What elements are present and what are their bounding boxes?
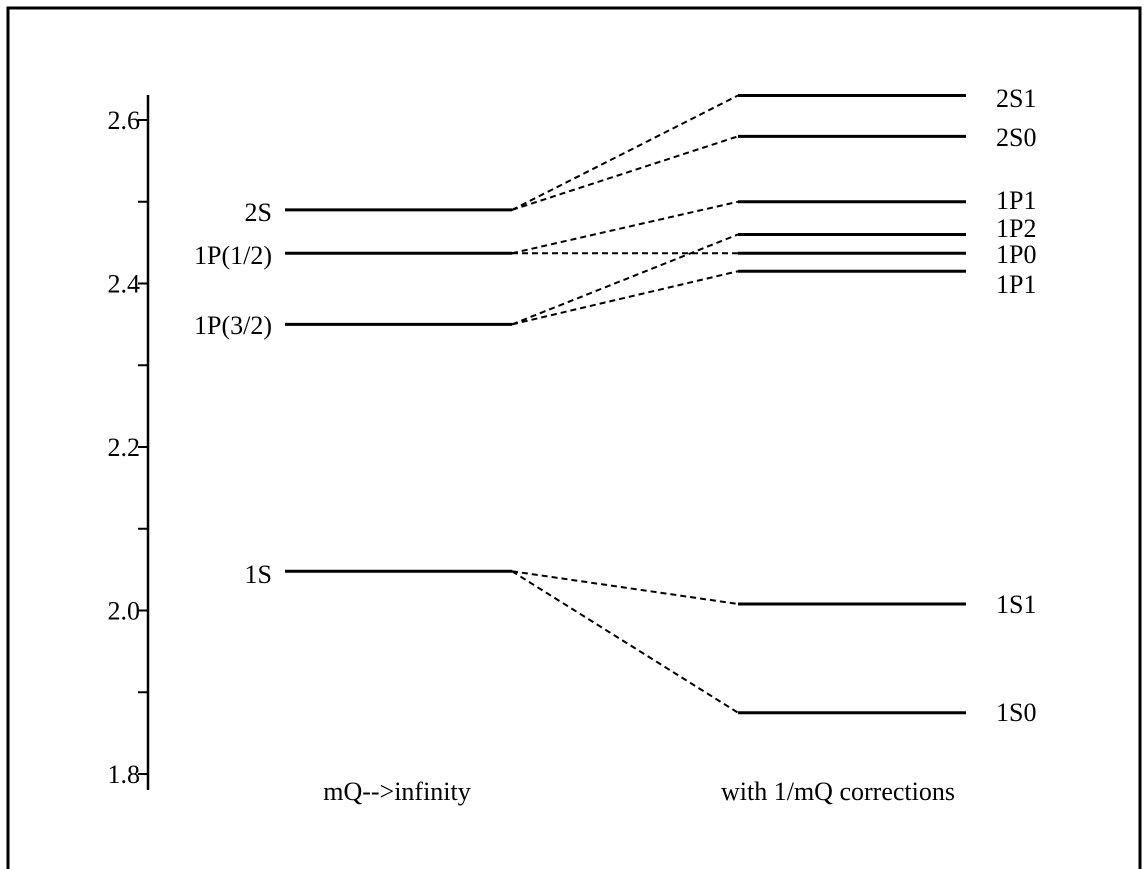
right-level-label: 1P2	[996, 214, 1036, 243]
transition-line	[511, 94, 739, 211]
y-ticks: 1.8 2.0 2.2 2.4 2.6	[108, 106, 148, 789]
right-level-label: 2S1	[996, 84, 1036, 113]
transition-line	[511, 200, 739, 255]
column-label: with 1/mQ corrections	[721, 777, 955, 806]
right-level-label: 1P1	[996, 270, 1036, 299]
left-level-label: 1S	[245, 560, 272, 589]
right-level-label: 2S0	[996, 123, 1036, 152]
y-tick-label: 1.8	[108, 760, 141, 789]
plot-frame	[6, 6, 1142, 869]
right-level-label: 1P0	[996, 240, 1036, 269]
right-level-label: 1S0	[996, 698, 1036, 727]
column-labels: mQ-->infinity with 1/mQ corrections	[323, 777, 955, 806]
transition-line	[511, 570, 739, 714]
left-level-label: 1P(1/2)	[194, 241, 272, 270]
energy-levels: 2S1P(1/2)1P(3/2)1S2S12S01P11P21P01P11S11…	[194, 84, 1036, 727]
transition-line	[511, 270, 739, 326]
y-tick-label: 2.6	[108, 106, 141, 135]
transition-line	[511, 570, 739, 605]
transition-line	[511, 233, 739, 326]
y-tick-label: 2.2	[108, 433, 141, 462]
column-label: mQ-->infinity	[323, 777, 471, 806]
transition-lines	[511, 94, 739, 714]
left-level-label: 1P(3/2)	[194, 311, 272, 340]
y-tick-label: 2.0	[108, 597, 141, 626]
y-tick-label: 2.4	[108, 270, 141, 299]
right-level-label: 1P1	[996, 186, 1036, 215]
right-level-label: 1S1	[996, 590, 1036, 619]
left-level-label: 2S	[245, 198, 272, 227]
